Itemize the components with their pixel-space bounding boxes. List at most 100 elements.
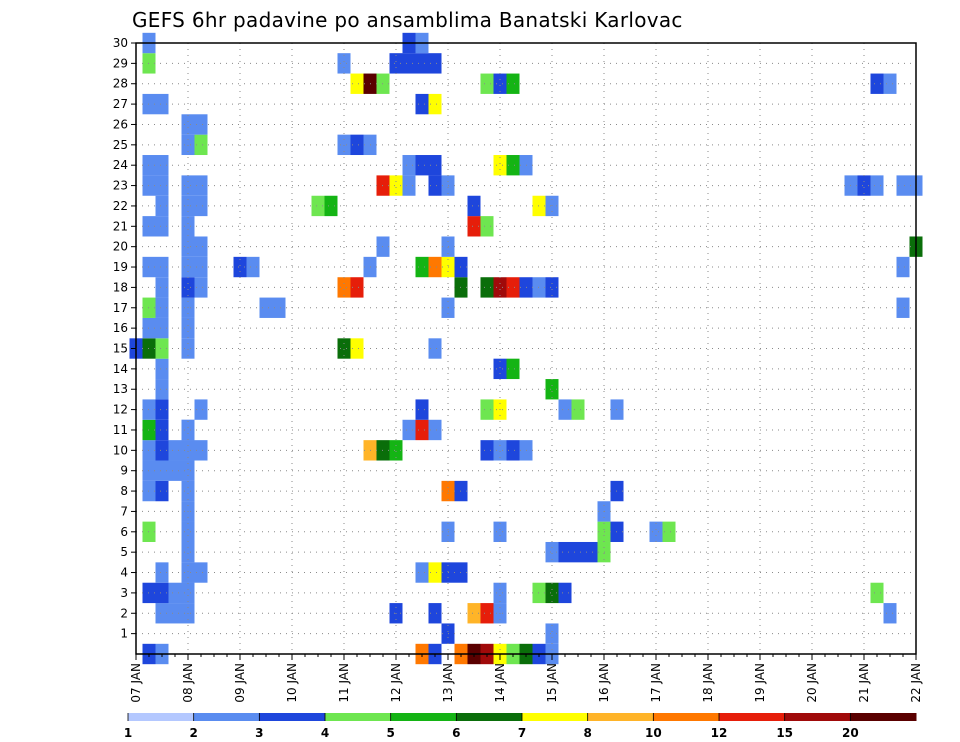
heatmap-cell	[350, 277, 364, 298]
heatmap-cell	[155, 419, 169, 441]
x-tick-label: 15 JAN	[545, 663, 559, 703]
x-tick-label: 16 JAN	[597, 663, 611, 703]
heatmap-cell	[402, 53, 416, 74]
y-tick-label: 6	[120, 525, 128, 539]
legend-swatch	[522, 713, 589, 721]
y-tick-label: 24	[113, 158, 128, 172]
legend-swatch	[587, 713, 654, 721]
y-tick-label: 10	[113, 443, 128, 457]
heatmap-cell	[181, 521, 195, 542]
heatmap-cell	[194, 175, 208, 196]
heatmap-cell	[558, 399, 572, 420]
heatmap-cell	[181, 134, 195, 156]
heatmap-cell	[428, 155, 442, 176]
heatmap-cell	[506, 440, 520, 461]
heatmap-cell	[155, 399, 169, 420]
legend-label: 1	[124, 726, 132, 740]
y-tick-label: 5	[120, 545, 128, 559]
y-tick-label: 16	[113, 321, 128, 335]
y-tick-label: 12	[113, 403, 128, 417]
heatmap-cell	[428, 603, 442, 624]
y-tick-label: 21	[113, 219, 128, 233]
heatmap-cell	[155, 277, 169, 298]
y-tick-label: 15	[113, 342, 128, 356]
heatmap-cell	[480, 399, 494, 420]
heatmap-cell	[493, 277, 507, 298]
heatmap-cell	[415, 155, 429, 176]
heatmap-cell	[571, 541, 585, 563]
x-tick-label: 09 JAN	[233, 663, 247, 703]
heatmap-cell	[558, 541, 572, 563]
legend-swatch	[259, 713, 326, 721]
x-tick-label: 10 JAN	[285, 663, 299, 703]
heatmap-cell	[493, 358, 507, 380]
heatmap-cell	[883, 603, 897, 624]
heatmap-cell	[155, 155, 169, 176]
legend-swatch	[456, 713, 523, 721]
heatmap-cell	[155, 175, 169, 196]
heatmap-cell	[402, 155, 416, 176]
y-axis: 1234567891011121314151617181920212223242…	[113, 36, 136, 641]
heatmap-cell	[467, 216, 481, 237]
heatmap-cell	[545, 582, 559, 604]
x-tick-label: 21 JAN	[857, 663, 871, 703]
heatmap-cell	[181, 440, 195, 461]
heatmap-cell	[155, 297, 169, 318]
y-tick-label: 13	[113, 382, 128, 396]
x-tick-label: 17 JAN	[649, 663, 663, 703]
heatmap-cell	[467, 195, 481, 217]
legend-swatch	[850, 713, 917, 721]
heatmap-cell	[493, 521, 507, 542]
x-tick-label: 12 JAN	[389, 663, 403, 703]
heatmap-cell	[415, 399, 429, 420]
heatmap-cell	[155, 562, 169, 583]
legend-label: 20	[842, 726, 859, 740]
heatmap-cell	[155, 440, 169, 461]
heatmap-cell	[181, 317, 195, 339]
heatmap-cell	[428, 53, 442, 74]
y-tick-label: 3	[120, 586, 128, 600]
legend-label: 7	[518, 726, 526, 740]
heatmap-cell	[389, 175, 403, 196]
heatmap-cell	[428, 338, 442, 359]
heatmap-cell	[194, 134, 208, 156]
heatmap-cell	[480, 603, 494, 624]
y-tick-label: 28	[113, 77, 128, 91]
heatmap-cell	[389, 440, 403, 461]
heatmap-cell	[493, 73, 507, 94]
heatmap-cell	[155, 338, 169, 359]
x-axis: 07 JAN 08 JAN 09 JAN 10 JAN 11 JAN 12 JAN 13 J…	[129, 654, 923, 703]
heatmap-cell	[181, 114, 195, 135]
heatmap-cell	[194, 195, 208, 217]
heatmap-cell	[337, 338, 351, 359]
heatmap-cell	[415, 562, 429, 583]
x-tick-label: 07 JAN	[129, 663, 143, 703]
y-tick-label: 11	[113, 423, 128, 437]
heatmap-cell	[493, 440, 507, 461]
heatmap-cell	[870, 582, 884, 604]
heatmap-cell	[181, 541, 195, 563]
heatmap-cell	[662, 521, 676, 542]
heatmap-cell	[896, 256, 910, 278]
heatmap-cell	[480, 440, 494, 461]
heatmap-cell	[506, 358, 520, 380]
heatmap-cell	[233, 256, 247, 278]
legend-swatch	[784, 713, 851, 721]
heatmap-cell	[155, 93, 169, 115]
heatmap-cell	[415, 256, 429, 278]
heatmap-cell	[194, 277, 208, 298]
heatmap-cell	[649, 521, 663, 542]
heatmap-cell	[350, 73, 364, 94]
heatmap-cell	[896, 297, 910, 318]
heatmap-cell	[428, 93, 442, 115]
legend-swatch	[325, 713, 392, 721]
grid-lines	[135, 42, 917, 654]
heatmap-cell	[896, 175, 910, 196]
legend-swatch	[719, 713, 786, 721]
heatmap-cell	[428, 419, 442, 441]
heatmap-cell	[168, 603, 182, 624]
heatmap-cell	[155, 480, 169, 502]
heatmap-cell	[415, 419, 429, 441]
heatmap-cell	[870, 175, 884, 196]
heatmap-cell	[493, 155, 507, 176]
